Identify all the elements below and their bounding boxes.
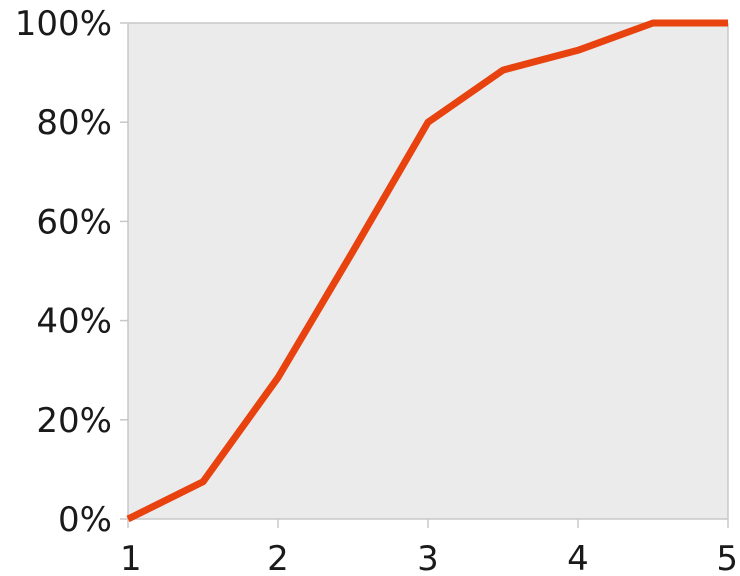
y-ticks: 0% 20% 40% 60% 80% 100% xyxy=(15,4,128,540)
y-tick-label: 100% xyxy=(15,4,112,44)
x-ticks: 1 2 3 4 5 xyxy=(120,519,738,576)
y-tick-label: 80% xyxy=(36,103,112,143)
series-line xyxy=(126,19,728,523)
series-group xyxy=(126,19,728,523)
x-tick-label: 1 xyxy=(120,539,142,576)
y-tick-label: 60% xyxy=(36,202,112,242)
y-tick-label: 20% xyxy=(36,401,112,441)
x-tick-label: 2 xyxy=(267,539,289,576)
y-tick-label: 0% xyxy=(58,500,112,540)
y-tick-label: 40% xyxy=(36,302,112,342)
plot-area xyxy=(128,23,728,519)
x-tick-label: 3 xyxy=(417,539,439,576)
x-tick-label: 5 xyxy=(716,539,738,576)
x-tick-label: 4 xyxy=(567,539,589,576)
